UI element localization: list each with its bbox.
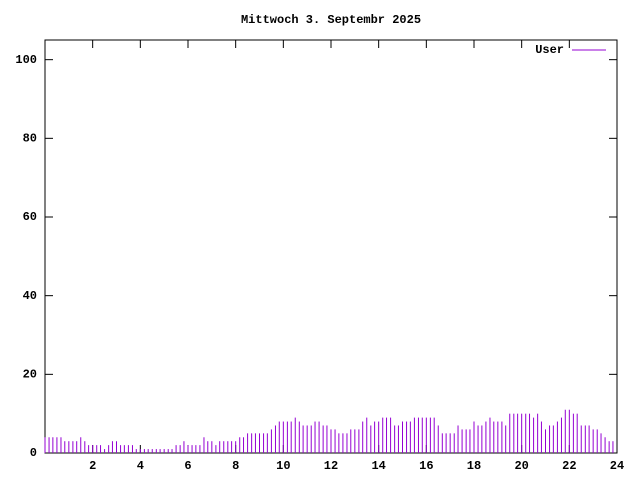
- x-tick-label: 16: [419, 459, 433, 473]
- x-tick-label: 24: [610, 459, 624, 473]
- chart-title: Mittwoch 3. Septembr 2025: [241, 13, 421, 27]
- x-tick-label: 6: [184, 459, 191, 473]
- y-tick-label: 40: [23, 289, 37, 303]
- y-tick-label: 80: [23, 132, 37, 146]
- x-tick-label: 10: [276, 459, 290, 473]
- legend-label: User: [535, 43, 564, 57]
- y-tick-label: 100: [15, 53, 37, 67]
- x-tick-label: 8: [232, 459, 239, 473]
- y-tick-label: 20: [23, 368, 37, 382]
- x-tick-label: 12: [324, 459, 338, 473]
- plot-frame: [44, 39, 618, 454]
- x-tick-label: 18: [467, 459, 481, 473]
- x-tick-label: 22: [562, 459, 576, 473]
- x-tick-label: 4: [137, 459, 144, 473]
- y-tick-label: 60: [23, 210, 37, 224]
- x-tick-label: 2: [89, 459, 96, 473]
- x-tick-label: 14: [371, 459, 385, 473]
- x-tick-label: 20: [514, 459, 528, 473]
- y-tick-label: 0: [30, 446, 37, 460]
